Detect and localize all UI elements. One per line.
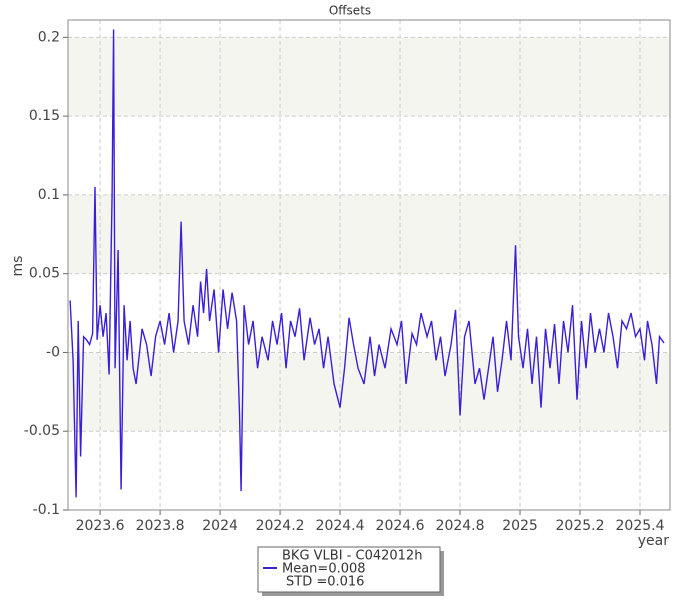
y-tick-label: -0.05 xyxy=(24,423,60,439)
y-tick-label: 0.15 xyxy=(29,108,60,124)
chart-title: Offsets xyxy=(329,4,371,18)
y-tick-label: 0.05 xyxy=(29,266,60,282)
x-tick-label: 2025.2 xyxy=(556,518,605,534)
y-tick-label: 0.1 xyxy=(38,187,60,203)
x-tick-label: 2023.8 xyxy=(136,518,185,534)
x-tick-label: 2024.8 xyxy=(436,518,485,534)
y-tick-label: 0.2 xyxy=(38,29,60,45)
x-tick-label: 2025.4 xyxy=(616,518,665,534)
y-tick-label: -0.1 xyxy=(33,502,60,518)
x-axis-label: year xyxy=(638,533,669,549)
x-tick-label: 2024.2 xyxy=(256,518,305,534)
data-line xyxy=(69,29,665,498)
y-axis-label: ms xyxy=(10,256,26,277)
legend: BKG VLBI - C042012h Mean=0.008 STD =0.01… xyxy=(257,546,444,596)
x-tick-label: 2023.6 xyxy=(76,518,125,534)
x-tick-label: 2025 xyxy=(502,518,538,534)
legend-box xyxy=(257,546,441,593)
legend-label: BKG VLBI - C042012h xyxy=(282,549,422,564)
grid-band xyxy=(68,194,670,274)
x-tick-label: 2024.4 xyxy=(316,518,365,534)
legend-mean: Mean=0.008 xyxy=(282,562,366,577)
legend-std: STD =0.016 xyxy=(286,575,364,590)
plot-frame xyxy=(67,19,671,511)
x-tick-label: 2024.6 xyxy=(376,518,425,534)
x-tick-label: 2024 xyxy=(202,518,238,534)
grid-band xyxy=(68,37,670,117)
grid-band xyxy=(68,352,670,432)
y-tick-label: -0 xyxy=(46,344,60,360)
